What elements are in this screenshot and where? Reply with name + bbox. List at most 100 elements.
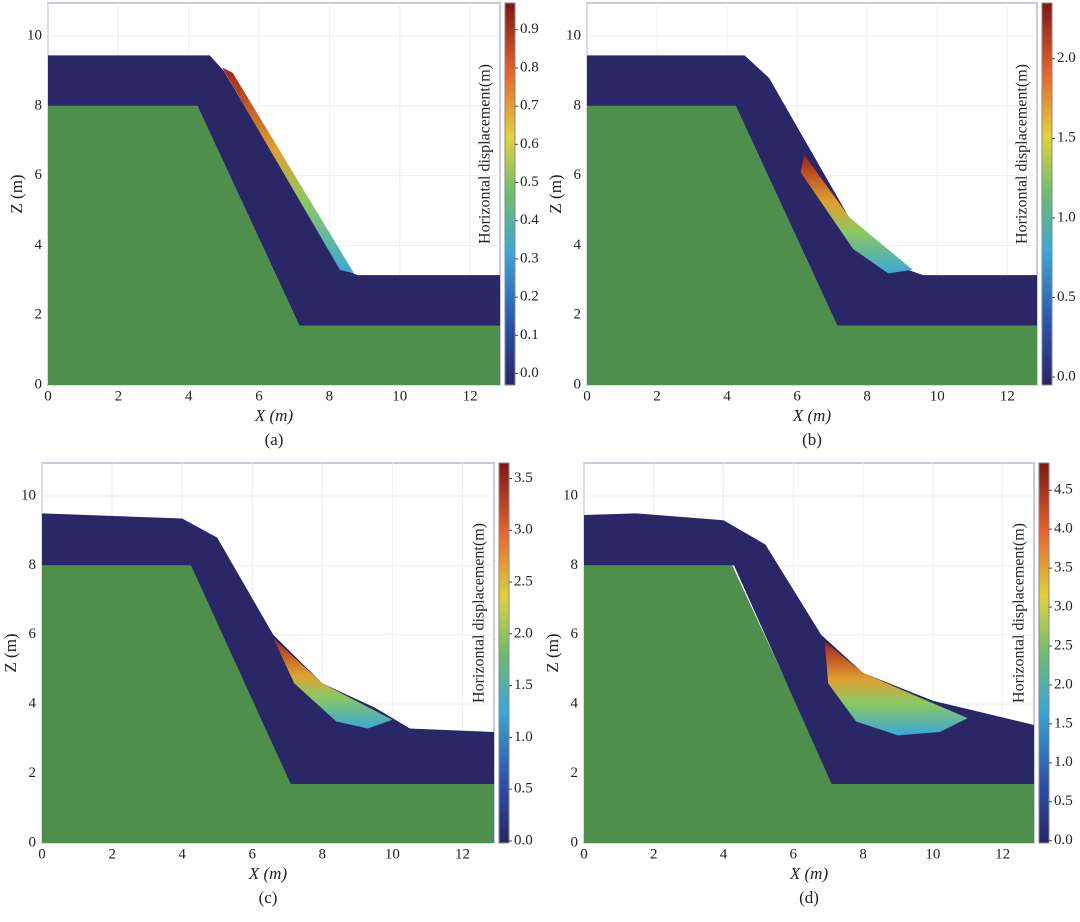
colorbar-tick-label: 0.9 bbox=[520, 21, 539, 37]
colorbar-label: Horizontal displacement(m) bbox=[471, 523, 488, 703]
colorbar-tick-label: 2.0 bbox=[1054, 676, 1073, 692]
colorbar-tick-label: 1.5 bbox=[514, 677, 533, 693]
displacement-zone bbox=[273, 638, 393, 729]
y-tick-label: 0 bbox=[29, 834, 37, 850]
bedrock bbox=[587, 105, 1037, 385]
y-axis-label: Z (m) bbox=[1, 633, 20, 672]
colorbar-tick-label: 0.6 bbox=[520, 136, 539, 152]
colorbar-tick-label: 0.7 bbox=[520, 98, 539, 114]
y-tick-label: 8 bbox=[35, 97, 43, 113]
colorbar-tick-label: 3.0 bbox=[514, 522, 533, 538]
colorbar-tick-label: 4.5 bbox=[1054, 482, 1073, 498]
colorbar-label: Horizontal displacement(m) bbox=[1014, 64, 1031, 244]
x-tick-label: 10 bbox=[925, 846, 940, 862]
x-tick-label: 12 bbox=[1000, 388, 1015, 404]
colorbar-tick-label: 0.5 bbox=[1054, 793, 1073, 809]
colorbar-tick-label: 3.0 bbox=[1054, 598, 1073, 614]
x-tick-label: 12 bbox=[455, 846, 470, 862]
y-tick-label: 6 bbox=[29, 626, 37, 642]
x-tick-label: 6 bbox=[255, 388, 263, 404]
x-tick-label: 6 bbox=[793, 388, 801, 404]
colorbar-tick-label: 0.0 bbox=[520, 365, 539, 381]
y-tick-label: 4 bbox=[571, 696, 579, 712]
colorbar-tick-label: 4.0 bbox=[1054, 521, 1073, 537]
colorbar-tick-label: 0.2 bbox=[520, 289, 539, 305]
y-axis-label: Z (m) bbox=[7, 174, 26, 213]
bedrock bbox=[42, 565, 494, 843]
x-tick-label: 0 bbox=[44, 388, 52, 404]
y-axis-label: Z (m) bbox=[543, 633, 562, 672]
y-tick-label: 6 bbox=[35, 167, 43, 183]
x-tick-label: 4 bbox=[185, 388, 193, 404]
colorbar-tick-label: 2.5 bbox=[1054, 637, 1073, 653]
x-tick-label: 2 bbox=[650, 846, 658, 862]
y-tick-label: 10 bbox=[563, 487, 578, 503]
colorbar-tick-label: 1.0 bbox=[1057, 209, 1076, 225]
x-tick-label: 4 bbox=[723, 388, 731, 404]
y-tick-label: 0 bbox=[574, 376, 582, 392]
colorbar-tick-label: 0.5 bbox=[514, 781, 533, 797]
x-tick-label: 12 bbox=[995, 846, 1010, 862]
x-tick-label: 10 bbox=[930, 388, 945, 404]
colorbar-tick-label: 1.0 bbox=[514, 729, 533, 745]
x-tick-label: 8 bbox=[859, 846, 867, 862]
x-tick-label: 8 bbox=[326, 388, 334, 404]
colorbar-tick-label: 0.0 bbox=[514, 832, 533, 848]
colorbar bbox=[498, 462, 510, 844]
colorbar-tick-label: 2.0 bbox=[514, 625, 533, 641]
colorbar-tick-label: 0.4 bbox=[520, 212, 539, 228]
colorbar-tick-label: 2.5 bbox=[514, 574, 533, 590]
y-tick-label: 2 bbox=[574, 307, 582, 323]
displacement-zone bbox=[222, 67, 355, 274]
y-tick-label: 6 bbox=[574, 167, 582, 183]
colorbar-tick-label: 2.0 bbox=[1057, 50, 1076, 66]
x-tick-label: 12 bbox=[463, 388, 478, 404]
granular-layer bbox=[48, 55, 500, 326]
x-axis-label: X (m) bbox=[248, 864, 288, 883]
panel: 0 2 4 6 8 10 12 0 2 4 6 8 10 X (m) Z (m) (a) 0.0 0.1 0.2 0.… bbox=[7, 2, 539, 449]
x-tick-label: 2 bbox=[653, 388, 661, 404]
y-tick-label: 6 bbox=[571, 626, 579, 642]
colorbar-tick-label: 1.0 bbox=[1054, 754, 1073, 770]
x-tick-label: 0 bbox=[583, 388, 591, 404]
displacement-zone bbox=[800, 154, 913, 274]
y-tick-label: 4 bbox=[29, 696, 37, 712]
bedrock bbox=[48, 105, 500, 385]
y-tick-label: 8 bbox=[571, 557, 579, 573]
y-axis-label: Z (m) bbox=[546, 174, 565, 213]
colorbar-tick-label: 3.5 bbox=[514, 470, 533, 486]
x-tick-label: 0 bbox=[580, 846, 588, 862]
x-axis-label: X (m) bbox=[789, 864, 829, 883]
x-tick-label: 8 bbox=[863, 388, 871, 404]
colorbar-tick-label: 0.5 bbox=[1057, 289, 1076, 305]
colorbar-tick-label: 3.5 bbox=[1054, 560, 1073, 576]
x-tick-label: 6 bbox=[248, 846, 256, 862]
x-tick-label: 10 bbox=[385, 846, 400, 862]
y-tick-label: 4 bbox=[574, 237, 582, 253]
caption: (d) bbox=[799, 888, 819, 907]
colorbar-tick-label: 0.8 bbox=[520, 59, 539, 75]
y-tick-label: 10 bbox=[566, 28, 581, 44]
bedrock bbox=[584, 565, 1034, 843]
colorbar-label: Horizontal displacement(m) bbox=[1011, 523, 1028, 703]
x-tick-label: 2 bbox=[115, 388, 123, 404]
x-tick-label: 10 bbox=[392, 388, 407, 404]
colorbar-tick-label: 0.3 bbox=[520, 250, 539, 266]
y-tick-label: 2 bbox=[35, 307, 43, 323]
colorbar-tick-label: 0.0 bbox=[1054, 832, 1073, 848]
displacement-zone bbox=[824, 641, 968, 736]
x-tick-label: 0 bbox=[38, 846, 46, 862]
caption: (b) bbox=[802, 430, 822, 449]
x-tick-label: 4 bbox=[178, 846, 186, 862]
x-tick-label: 8 bbox=[319, 846, 327, 862]
x-tick-label: 6 bbox=[790, 846, 798, 862]
x-axis-label: X (m) bbox=[792, 406, 832, 425]
y-tick-label: 0 bbox=[571, 834, 579, 850]
x-tick-label: 4 bbox=[720, 846, 728, 862]
y-tick-label: 10 bbox=[21, 487, 36, 503]
panel: 0 2 4 6 8 10 12 0 2 4 6 8 10 X (m) Z (m) (d) 0.0 0.5 1.0 1.… bbox=[543, 462, 1073, 907]
colorbar-tick-label: 0.0 bbox=[1057, 368, 1076, 384]
colorbar-tick-label: 1.5 bbox=[1057, 130, 1076, 146]
y-tick-label: 8 bbox=[574, 97, 582, 113]
y-tick-label: 8 bbox=[29, 557, 37, 573]
